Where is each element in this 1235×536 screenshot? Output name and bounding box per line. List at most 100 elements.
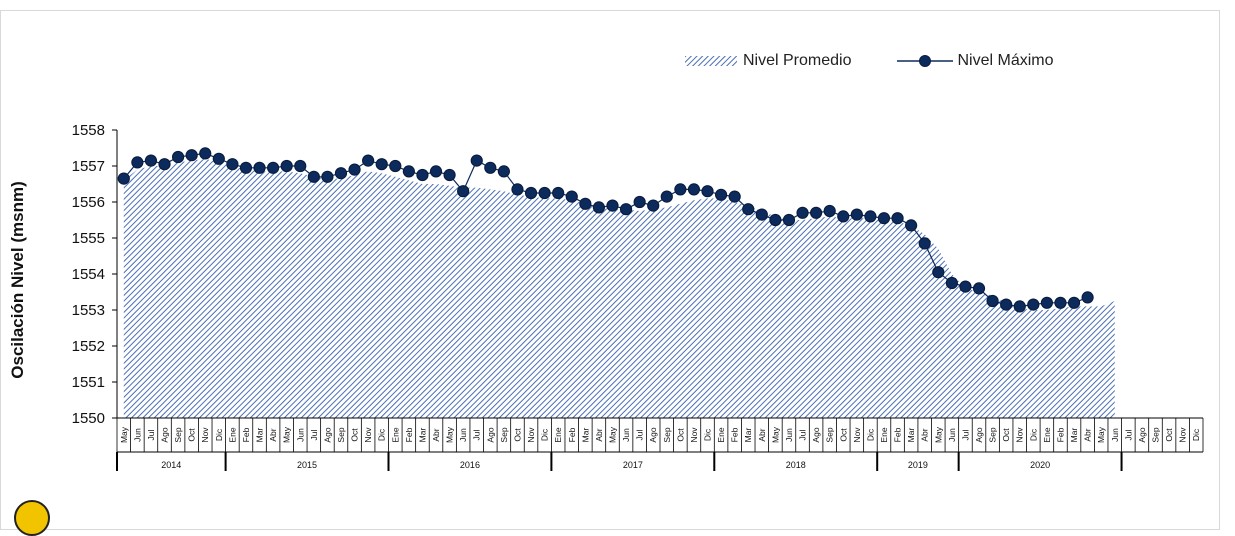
nivel-maximo-point [552,186,565,200]
hatched-swatch-icon [685,56,737,66]
y-tick-label: 1552 [72,338,105,355]
x-month-label: Nov [200,427,210,443]
x-month-label: May [933,426,943,443]
x-month-label: Jun [784,428,794,442]
x-year-label: 2014 [161,460,181,470]
legend-item-maximo: Nivel Máximo [897,52,1054,70]
x-year-label: 2016 [460,460,480,470]
x-month-label: Abr [920,428,930,441]
x-month-label: May [119,426,129,443]
x-year-label: 2018 [786,460,806,470]
x-month-label: Nov [689,427,699,443]
x-month-label: Jul [798,429,808,440]
nivel-maximo-point [945,276,958,290]
line-marker-icon [897,55,954,67]
x-month-label: Nov [363,427,373,443]
nivel-maximo-point [959,280,972,293]
nivel-maximo-point [1054,296,1067,309]
legend-item-promedio: Nivel Promedio [685,52,851,70]
x-month-label: Jul [309,429,319,440]
nivel-maximo-point [986,294,999,308]
nivel-maximo-point [864,210,877,223]
x-month-label: Ene [227,427,237,442]
nivel-maximo-point [334,167,348,180]
x-month-label: Sep [173,427,183,442]
x-month-label: Feb [567,427,577,442]
nivel-maximo-point [932,266,945,279]
x-month-label: Oct [350,428,360,442]
nivel-maximo-point [660,190,673,203]
x-month-label: Ago [485,427,495,442]
nivel-maximo-point [443,168,456,182]
x-month-label: Mar [580,428,590,443]
y-tick-label: 1558 [72,122,105,139]
x-month-label: Sep [499,427,509,442]
x-month-label: Mar [1069,428,1079,443]
nivel-maximo-point [674,183,687,196]
x-month-label: Jul [635,429,645,440]
x-month-label: Nov [526,427,536,443]
nivel-maximo-point [267,161,280,174]
nivel-maximo-point [1040,296,1053,309]
x-month-label: Ago [1137,427,1147,442]
y-tick-label: 1553 [72,302,105,319]
nivel-maximo-point [321,170,334,183]
x-month-label: Jun [132,428,142,442]
x-month-label: Feb [730,427,740,442]
x-month-label: May [770,426,780,443]
x-month-label: Jun [295,428,305,442]
x-month-label: Ene [553,427,563,442]
nivel-maximo-point [294,159,307,173]
nivel-maximo-point [416,168,429,182]
x-month-label: Sep [988,427,998,442]
x-month-label: Dic [1191,428,1201,441]
x-month-label: Oct [512,428,522,442]
nivel-maximo-point [484,161,497,174]
x-month-label: Ago [160,427,170,442]
y-tick-label: 1554 [72,266,105,283]
y-tick-label: 1556 [72,194,105,211]
nivel-maximo-point [280,159,293,173]
nivel-maximo-point [918,237,931,250]
nivel-maximo-point [579,197,592,210]
x-month-label: Oct [1001,428,1011,442]
nivel-maximo-point [199,147,212,160]
nivel-maximo-point [171,150,185,164]
nivel-maximo-point [823,204,836,218]
nivel-maximo-point [144,154,158,167]
x-month-label: Nov [1015,427,1025,443]
nivel-maximo-point [497,165,510,178]
x-month-label: Abr [757,428,767,441]
x-month-label: Jun [458,428,468,442]
y-tick-label: 1555 [72,230,105,247]
x-month-label: Jun [947,428,957,442]
nivel-maximo-point [647,199,660,212]
x-month-label: Abr [1083,428,1093,441]
nivel-maximo-point [606,199,619,212]
x-month-label: Dic [540,428,550,441]
x-month-label: Dic [377,428,387,441]
nivel-maximo-point [117,172,130,185]
x-month-label: Feb [404,427,414,442]
x-month-label: Dic [1028,428,1038,441]
legend: Nivel Promedio Nivel Máximo [685,50,1054,72]
nivel-maximo-point [850,208,863,221]
y-tick-label: 1551 [72,374,105,391]
nivel-maximo-point [226,158,239,171]
nivel-maximo-point [212,152,225,165]
nivel-maximo-point [592,201,606,214]
nivel-maximo-point [307,170,320,183]
nivel-maximo-point [972,282,986,295]
x-month-label: Oct [187,428,197,442]
nivel-maximo-point [158,158,171,171]
nivel-maximo-point [837,210,850,223]
nivel-maximo-point [362,154,375,167]
x-month-label: Ago [648,427,658,442]
nivel-maximo-point [524,186,538,200]
x-month-label: Mar [417,428,427,443]
x-month-label: Ago [974,427,984,442]
x-month-label: Mar [255,428,265,443]
x-month-label: Dic [214,428,224,441]
x-month-label: Jul [472,429,482,440]
x-year-label: 2020 [1030,460,1050,470]
